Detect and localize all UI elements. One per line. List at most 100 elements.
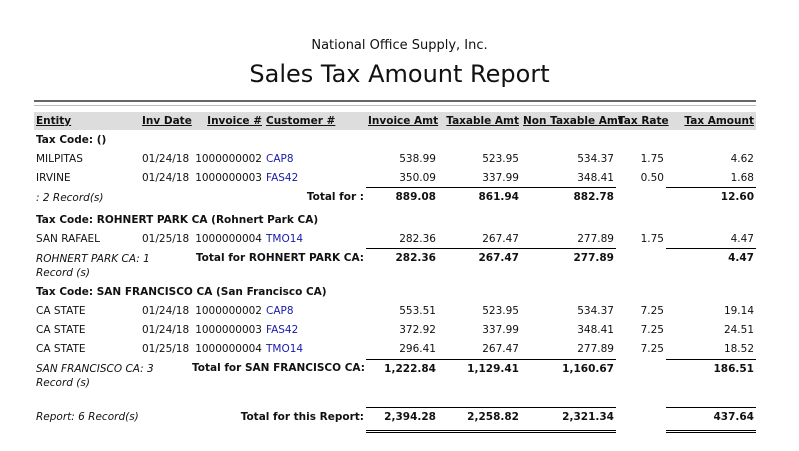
customer-number-cell[interactable]: CAP8 — [266, 305, 294, 317]
taxable-amt-cell: 523.95 — [482, 152, 519, 165]
invoice-number-cell: 1000000002 — [195, 152, 262, 165]
group-header: Tax Code: () — [34, 130, 756, 149]
taxable-amt-cell: 337.99 — [482, 171, 519, 184]
tax-code-header: Tax Code: ROHNERT PARK CA (Rohnert Park … — [36, 213, 319, 226]
invoice-number-cell: 1000000004 — [195, 343, 262, 356]
total-tax-amount: 4.47 — [666, 248, 756, 283]
entity-cell: MILPITAS — [36, 152, 83, 165]
column-header-tax-amount[interactable]: Tax Amount — [666, 112, 756, 130]
report-total-label: Total for this Report: — [240, 410, 364, 423]
table-row: CA STATE 01/24/18 1000000003 FAS42 372.92 337… — [34, 321, 756, 340]
group-footer: ROHNERT PARK CA: 1 Record (s) Total for R… — [34, 248, 756, 283]
entity-cell: CA STATE — [36, 305, 86, 317]
total-tax-rate-empty — [616, 188, 666, 211]
report-title: Sales Tax Amount Report — [249, 60, 550, 88]
invoice-amt-cell: 350.09 — [399, 171, 436, 184]
customer-number-cell[interactable]: CAP8 — [266, 152, 294, 165]
total-label: Total for ROHNERT PARK CA: — [195, 251, 364, 264]
invoice-number-cell: 1000000004 — [195, 232, 262, 245]
table-row: MILPITAS 01/24/18 1000000002 CAP8 538.99 523.… — [34, 149, 756, 168]
invoice-number-cell: 1000000002 — [195, 305, 262, 317]
tax-rate-cell: 1.75 — [640, 152, 664, 165]
invoice-amt-cell: 372.92 — [399, 324, 436, 336]
report-total: Report: 6 Record(s) Total for this Report… — [34, 407, 756, 433]
tax-code-header: Tax Code: () — [36, 133, 107, 146]
table-row: CA STATE 01/24/18 1000000002 CAP8 553.51 523.… — [34, 302, 756, 321]
tax-rate-cell: 7.25 — [640, 343, 664, 356]
tax-amount-cell: 18.52 — [723, 343, 754, 355]
customer-number-cell[interactable]: FAS42 — [266, 324, 299, 336]
total-non-taxable-amt: 1,160.67 — [521, 358, 616, 393]
inv-date-cell: 01/24/18 — [142, 152, 190, 165]
total-tax-rate-empty — [616, 359, 666, 393]
column-header-invoice-amt[interactable]: Invoice Amt — [366, 112, 438, 130]
column-header-non-taxable-amt[interactable]: Non Taxable Amt — [521, 112, 623, 130]
inv-date-cell: 01/25/18 — [142, 232, 190, 245]
total-tax-rate-empty — [616, 249, 666, 283]
taxable-amt-cell: 523.95 — [482, 305, 519, 317]
invoice-amt-cell: 282.36 — [399, 232, 436, 245]
tax-rate-cell: 1.75 — [640, 232, 664, 245]
entity-cell: IRVINE — [36, 171, 71, 184]
group-header: Tax Code: ROHNERT PARK CA (Rohnert Park … — [34, 210, 756, 229]
company-name: National Office Supply, Inc. — [311, 38, 488, 53]
inv-date-cell: 01/24/18 — [142, 324, 190, 336]
total-tax-amount: 186.51 — [666, 358, 756, 393]
total-non-taxable-amt: 882.78 — [521, 187, 616, 210]
column-header-entity[interactable]: Entity — [34, 112, 140, 130]
report-table: Entity Inv Date Invoice # Customer # Invoice… — [34, 112, 756, 433]
entity-cell: CA STATE — [36, 343, 86, 356]
invoice-amt-cell: 296.41 — [399, 343, 436, 355]
tax-amount-cell: 1.68 — [730, 171, 754, 184]
non-taxable-amt-cell: 277.89 — [577, 232, 614, 245]
table-row: CA STATE 01/25/18 1000000004 TMO14 296.41 267… — [34, 340, 756, 360]
tax-amount-cell: 4.62 — [730, 152, 754, 165]
column-header-taxable-amt[interactable]: Taxable Amt — [438, 112, 521, 130]
total-tax-amount: 12.60 — [666, 187, 756, 210]
invoice-amt-cell: 553.51 — [399, 305, 436, 317]
invoice-amt-cell: 538.99 — [399, 152, 436, 165]
group-footer: : 2 Record(s) Total for :889.08 861.94 882.… — [34, 187, 756, 211]
tax-amount-cell: 4.47 — [730, 232, 754, 245]
total-taxable-amt: 267.47 — [438, 248, 521, 283]
table-row: SAN RAFAEL 01/25/18 1000000004 TMO14 282.36 2… — [34, 229, 756, 249]
record-count: ROHNERT PARK CA: 1 Record (s) — [36, 252, 150, 279]
tax-amount-cell: 19.14 — [723, 305, 754, 317]
inv-date-cell: 01/24/18 — [142, 171, 190, 184]
total-label: Total for : — [306, 190, 364, 203]
tax-rate-cell: 7.25 — [640, 324, 664, 336]
total-non-taxable-amt: 277.89 — [521, 248, 616, 283]
report-tax-rate-empty — [616, 408, 666, 432]
entity-cell: CA STATE — [36, 324, 86, 336]
report-total-tax-amount: 437.64 — [666, 407, 756, 433]
inv-date-cell: 01/25/18 — [142, 343, 190, 356]
report-total-taxable: 2,258.82 — [438, 407, 521, 433]
table-row: IRVINE 01/24/18 1000000003 FAS42 350.09 337.9… — [34, 168, 756, 188]
record-count: : 2 Record(s) — [36, 191, 104, 204]
non-taxable-amt-cell: 348.41 — [577, 171, 614, 184]
report-record-count: Report: 6 Record(s) — [36, 410, 139, 423]
customer-number-cell[interactable]: TMO14 — [266, 232, 304, 245]
tax-rate-cell: 7.25 — [640, 305, 664, 317]
report-total-nontaxable: 2,321.34 — [521, 407, 616, 433]
entity-cell: SAN RAFAEL — [36, 232, 101, 245]
invoice-number-cell: 1000000003 — [195, 171, 262, 184]
customer-number-cell[interactable]: FAS42 — [266, 171, 299, 184]
spacer — [34, 393, 756, 408]
taxable-amt-cell: 267.47 — [482, 343, 519, 355]
column-header-inv-date[interactable]: Inv Date — [140, 112, 192, 130]
column-header-invoice-number[interactable]: Invoice # — [190, 112, 264, 130]
total-taxable-amt: 1,129.41 — [438, 358, 521, 393]
group-footer: SAN FRANCISCO CA: 3 Record (s) Total for … — [34, 358, 756, 393]
inv-date-cell: 01/24/18 — [142, 305, 190, 317]
total-invoice-amt: 1,222.84 — [366, 358, 438, 393]
total-taxable-amt: 861.94 — [438, 187, 521, 210]
total-label: Total for SAN FRANCISCO CA: — [192, 362, 365, 374]
tax-code-header: Tax Code: SAN FRANCISCO CA (San Francisc… — [36, 286, 327, 298]
taxable-amt-cell: 337.99 — [482, 324, 519, 336]
tax-rate-cell: 0.50 — [640, 171, 664, 184]
column-header-tax-rate[interactable]: Tax Rate — [616, 112, 669, 130]
non-taxable-amt-cell: 348.41 — [577, 324, 614, 336]
column-header-customer-number[interactable]: Customer # — [264, 112, 366, 130]
customer-number-cell[interactable]: TMO14 — [266, 343, 304, 356]
